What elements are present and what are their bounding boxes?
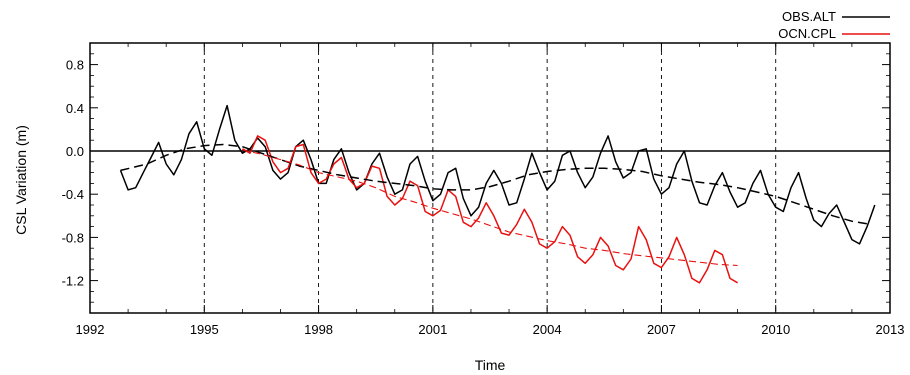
trend-line: [242, 149, 738, 267]
legend: OBS.ALT OCN.CPL: [778, 9, 890, 41]
y-axis-title: CSL Variation (m): [13, 125, 29, 235]
legend-label: OBS.ALT: [782, 9, 836, 24]
x-tick-label: 2007: [647, 322, 676, 337]
y-tick-label: -1.2: [62, 274, 84, 289]
plot-frame: [89, 42, 891, 314]
y-tick-label: -0.4: [62, 187, 84, 202]
x-tick-label: 2010: [761, 322, 790, 337]
y-axis-ticks: 0.8 0.4 0.0 -0.4 -0.8 -1.2: [62, 53, 890, 303]
y-tick-label: 0.4: [66, 101, 84, 116]
x-tick-label: 1998: [304, 322, 333, 337]
x-tick-label: 1995: [190, 322, 219, 337]
x-tick-label: 2004: [533, 322, 562, 337]
x-axis-title: Time: [475, 357, 506, 373]
y-tick-label: -0.8: [62, 230, 84, 245]
y-tick-label: 0.8: [66, 58, 84, 73]
legend-label: OCN.CPL: [778, 26, 836, 41]
series-line: [242, 135, 738, 284]
x-tick-label: 2001: [418, 322, 447, 337]
x-axis-ticks: 1992 1995 1998 2001 2004 2007 2010 2013: [76, 43, 905, 337]
plot-series: [119, 104, 876, 284]
trend-line: [120, 143, 872, 226]
x-tick-label: 1992: [76, 322, 105, 337]
x-tick-label: 2013: [876, 322, 905, 337]
y-tick-label: 0.0: [66, 144, 84, 159]
